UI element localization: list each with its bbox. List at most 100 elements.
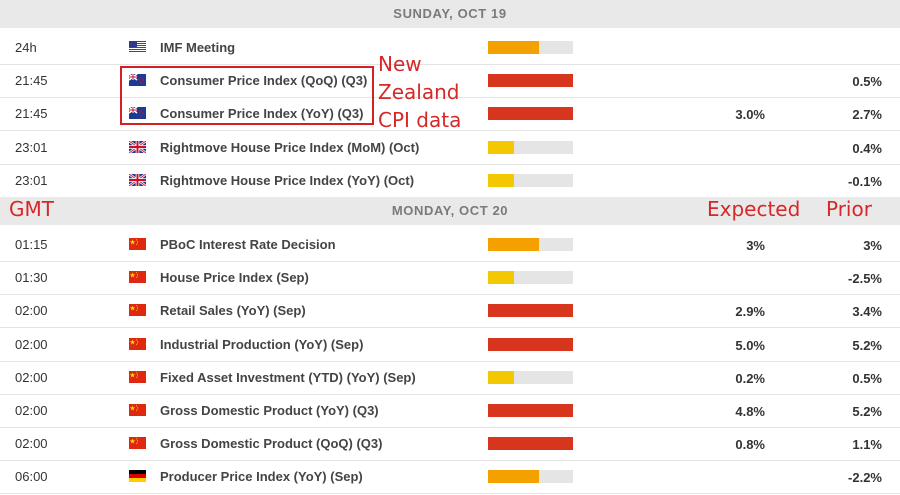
impact-bar (488, 404, 573, 417)
event-row[interactable]: 02:00 Industrial Production (YoY) (Sep) 5.… (0, 328, 900, 362)
de-flag-icon (129, 470, 146, 483)
prior-value: 5.2% (852, 404, 882, 419)
prior-value: -2.5% (848, 271, 882, 287)
cn-flag-icon (129, 404, 146, 416)
expected-column-annotation: Expected (707, 197, 801, 221)
impact-bar (488, 437, 573, 451)
impact-bar (488, 337, 573, 351)
prior-value: -0.1% (848, 173, 882, 189)
nz-note-line-3: CPI data (378, 108, 462, 132)
event-row[interactable]: 21:45 Consumer Price Index (YoY) (Q3) 3.0%… (0, 97, 900, 132)
cn-flag-icon (129, 337, 146, 350)
event-row[interactable]: 23:01 Rightmove House Price Index (YoY) (… (0, 164, 900, 198)
impact-bar (488, 107, 573, 121)
impact-bar-fill (488, 370, 514, 384)
event-row[interactable]: 01:30 House Price Index (Sep) -2.5% (0, 261, 900, 296)
impact-bar (488, 74, 573, 88)
event-name[interactable]: Gross Domestic Product (YoY) (Q3) (160, 403, 379, 418)
event-name[interactable]: Rightmove House Price Index (YoY) (Oct) (160, 172, 415, 188)
nz-cpi-highlight-box (120, 66, 374, 125)
event-time: 23:01 (15, 139, 48, 155)
event-row[interactable]: 24h IMF Meeting (0, 31, 900, 65)
expected-value: 3.0% (735, 107, 765, 123)
prior-value: 5.2% (852, 337, 882, 353)
cn-flag-icon (129, 370, 146, 383)
nz-flag-icon (128, 106, 146, 120)
event-name[interactable]: Fixed Asset Investment (YTD) (YoY) (Sep) (160, 369, 416, 385)
event-time: 02:00 (15, 369, 48, 385)
day-header: SUNDAY, OCT 19 (0, 0, 900, 28)
event-name[interactable]: Consumer Price Index (YoY) (Q3) (160, 106, 364, 122)
day-header: MONDAY, OCT 20 (0, 197, 900, 225)
cn-flag-icon (129, 238, 146, 250)
expected-value: 0.2% (735, 370, 765, 386)
impact-bar (488, 140, 573, 154)
event-row[interactable]: 02:00 Gross Domestic Product (YoY) (Q3) 4.… (0, 394, 900, 428)
event-row[interactable]: 23:01 Rightmove House Price Index (MoM) (… (0, 131, 900, 165)
event-time: 02:00 (15, 403, 48, 418)
nz-cpi-annotation: New Zealand CPI data (378, 50, 461, 134)
expected-value: 4.8% (735, 404, 765, 419)
nz-flag-icon (128, 73, 146, 87)
event-name[interactable]: PBoC Interest Rate Decision (160, 237, 336, 252)
impact-bar (488, 304, 573, 318)
event-time: 21:45 (15, 106, 48, 122)
prior-value: 3% (863, 238, 882, 253)
event-row[interactable]: 02:00 Retail Sales (YoY) (Sep) 2.9% 3.4% (0, 294, 900, 329)
event-name[interactable]: Gross Domestic Product (QoQ) (Q3) (160, 436, 383, 452)
event-row[interactable]: 06:00 Producer Price Index (YoY) (Sep) -2.… (0, 460, 900, 495)
impact-bar (488, 41, 573, 54)
impact-bar-fill (488, 271, 514, 285)
expected-value: 5.0% (735, 337, 765, 353)
us-flag-icon (129, 41, 146, 53)
uk-flag-icon (128, 172, 147, 187)
impact-bar-fill (488, 74, 573, 88)
impact-bar (488, 238, 573, 251)
event-time: 02:00 (15, 436, 48, 452)
cn-flag-icon (129, 304, 146, 317)
nz-note-line-2: Zealand (378, 80, 460, 104)
prior-column-annotation: Prior (826, 197, 872, 221)
uk-flag-icon (128, 139, 147, 154)
prior-value: -2.2% (848, 470, 882, 486)
impact-bar (488, 173, 573, 187)
event-row[interactable]: 02:00 Gross Domestic Product (QoQ) (Q3) 0.… (0, 427, 900, 462)
impact-bar (488, 370, 573, 384)
event-row[interactable]: 21:45 Consumer Price Index (QoQ) (Q3) 0.5% (0, 64, 900, 99)
event-name[interactable]: House Price Index (Sep) (160, 270, 309, 286)
expected-value: 2.9% (735, 304, 765, 320)
event-name[interactable]: IMF Meeting (160, 40, 236, 55)
prior-value: 0.5% (852, 370, 882, 386)
nz-note-line-1: New (378, 52, 422, 76)
event-row[interactable]: 01:15 PBoC Interest Rate Decision 3% 3% (0, 228, 900, 262)
impact-bar-fill (488, 140, 514, 154)
event-name[interactable]: Rightmove House Price Index (MoM) (Oct) (160, 139, 420, 155)
event-time: 01:15 (15, 237, 48, 252)
expected-value: 3% (746, 238, 765, 253)
event-time: 23:01 (15, 172, 48, 188)
event-time: 21:45 (15, 73, 48, 89)
event-time: 02:00 (15, 303, 48, 319)
event-name[interactable]: Consumer Price Index (QoQ) (Q3) (160, 73, 368, 89)
event-time: 24h (15, 40, 37, 55)
impact-bar (488, 271, 573, 285)
gmt-annotation: GMT (9, 197, 54, 221)
cn-flag-icon (129, 271, 146, 284)
event-name[interactable]: Industrial Production (YoY) (Sep) (160, 336, 364, 352)
event-time: 01:30 (15, 270, 48, 286)
prior-value: 1.1% (852, 437, 882, 453)
impact-bar-fill (488, 173, 514, 187)
impact-bar-fill (488, 107, 573, 121)
impact-bar-fill (488, 304, 573, 318)
impact-bar-fill (488, 337, 573, 351)
prior-value: 0.5% (852, 74, 882, 90)
impact-bar-fill (488, 404, 573, 417)
expected-value: 0.8% (735, 437, 765, 453)
impact-bar-fill (488, 41, 539, 54)
event-row[interactable]: 02:00 Fixed Asset Investment (YTD) (YoY) … (0, 361, 900, 395)
event-name[interactable]: Retail Sales (YoY) (Sep) (160, 303, 306, 319)
impact-bar-fill (488, 437, 573, 451)
event-time: 02:00 (15, 336, 48, 352)
prior-value: 2.7% (852, 107, 882, 123)
prior-value: 0.4% (852, 140, 882, 156)
